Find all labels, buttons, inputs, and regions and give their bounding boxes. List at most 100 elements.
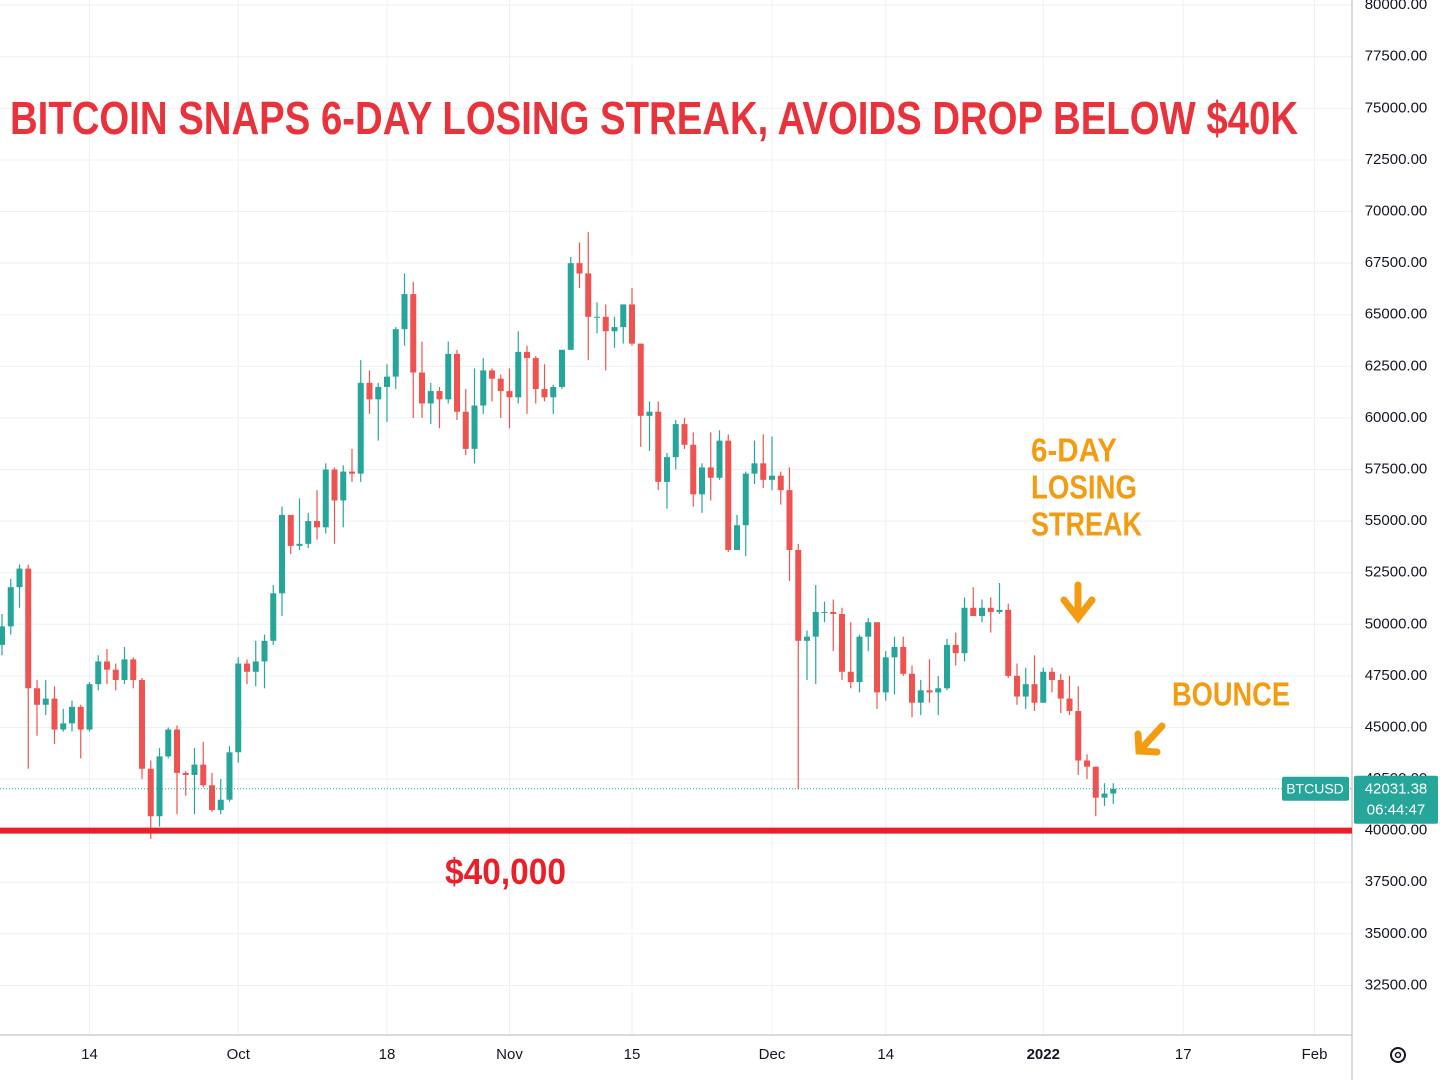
candle-body: [235, 663, 242, 753]
candle-body: [629, 304, 635, 344]
candle-body: [1031, 684, 1038, 703]
candle-body: [777, 475, 784, 491]
annotation: BOUNCE: [1172, 676, 1290, 713]
x-tick-label: Oct: [227, 1046, 251, 1063]
candle-body: [821, 611, 828, 613]
candle-body: [279, 514, 285, 594]
x-tick-label: 18: [379, 1046, 396, 1063]
candle-body: [812, 611, 819, 637]
settings-icon[interactable]: [1390, 1047, 1406, 1063]
candle-body: [0, 626, 5, 645]
candle-body: [804, 636, 810, 641]
candle-body: [357, 382, 364, 474]
candle-body: [16, 568, 23, 588]
candle-body: [602, 316, 609, 332]
candle-body: [252, 661, 259, 672]
candle-body: [95, 661, 102, 685]
candle-body: [7, 587, 14, 627]
candle-body: [489, 370, 495, 379]
y-tick-label: 70000.00: [1365, 203, 1428, 220]
candle-body: [25, 568, 32, 689]
candle-body: [847, 671, 854, 683]
x-tick-label: Nov: [496, 1046, 523, 1063]
y-tick-label: 45000.00: [1365, 718, 1428, 735]
candle-body: [182, 772, 189, 775]
candle-body: [296, 543, 303, 546]
candle-body: [121, 659, 128, 681]
y-tick-label: 60000.00: [1365, 409, 1428, 426]
arrow: [1134, 722, 1166, 756]
candle-body: [734, 525, 740, 551]
candle-body: [1092, 766, 1099, 798]
x-tick-label: 14: [877, 1046, 894, 1063]
candle-body: [926, 690, 933, 693]
x-tick-label: Dec: [759, 1046, 786, 1063]
candle-body: [550, 386, 557, 398]
candle-body: [795, 550, 802, 641]
candle-body: [226, 752, 233, 800]
candle-body: [217, 799, 224, 811]
y-tick-label: 57500.00: [1365, 460, 1428, 477]
x-tick-label: 14: [81, 1046, 98, 1063]
candle-body: [410, 294, 417, 373]
candle-body: [314, 521, 320, 528]
y-tick-label: 40000.00: [1365, 822, 1428, 839]
candle-body: [340, 471, 347, 501]
candle-body: [856, 636, 863, 683]
candle-body: [637, 343, 644, 416]
candle-body: [130, 659, 137, 681]
candle-body: [567, 263, 574, 350]
price-label: 42031.38: [1365, 781, 1428, 798]
candle-body: [515, 351, 522, 398]
candles: [0, 232, 1117, 839]
x-tick-label: Feb: [1302, 1046, 1328, 1063]
candle-body: [331, 469, 338, 501]
candle-body: [979, 607, 985, 617]
candle-body: [191, 764, 198, 775]
x-tick-label: 17: [1175, 1046, 1192, 1063]
candle-body: [261, 640, 268, 662]
candle-body: [419, 372, 425, 404]
candle-body: [952, 644, 959, 654]
candle-body: [165, 729, 172, 757]
candle-body: [454, 353, 460, 412]
candle-body: [462, 411, 469, 449]
y-tick-label: 35000.00: [1365, 925, 1428, 942]
symbol-box: [1282, 776, 1349, 801]
candle-body: [576, 263, 583, 274]
candle-body: [594, 316, 600, 318]
candle-body: [1110, 788, 1117, 794]
chart-title: BITCOIN SNAPS 6-DAY LOSING STREAK, AVOID…: [10, 92, 1298, 144]
candle-body: [200, 764, 207, 786]
arrow: [1060, 581, 1096, 624]
candle-body: [559, 349, 565, 387]
y-tick-label: 80000.00: [1365, 0, 1428, 13]
price-box: [1354, 775, 1438, 824]
candle-body: [366, 382, 373, 400]
candle-body: [672, 424, 679, 458]
candle-body: [69, 706, 75, 724]
candle-body: [725, 440, 732, 551]
candle-body: [401, 294, 408, 330]
candle-body: [707, 467, 714, 478]
candle-body: [1049, 671, 1055, 681]
candle-body: [874, 622, 880, 693]
candle-body: [209, 785, 215, 811]
candle-body: [1057, 680, 1064, 699]
y-tick-label: 72500.00: [1365, 151, 1428, 168]
candle-body: [585, 273, 592, 317]
candle-body: [786, 490, 793, 551]
overlay: $40,000 BTCUSD 42031.38 06:44:47: [0, 775, 1438, 892]
candle-body: [1075, 710, 1082, 761]
candle-body: [1005, 609, 1012, 676]
candle-body: [917, 690, 924, 703]
candle-body: [655, 411, 662, 482]
candle-body: [1014, 675, 1020, 697]
annotation: LOSING: [1031, 469, 1137, 506]
y-tick-label: 67500.00: [1365, 254, 1428, 271]
candle-body: [865, 622, 872, 637]
candle-body: [436, 391, 443, 400]
y-tick-label: 75000.00: [1365, 99, 1428, 116]
candle-body: [497, 378, 504, 392]
candle-body: [139, 680, 145, 769]
